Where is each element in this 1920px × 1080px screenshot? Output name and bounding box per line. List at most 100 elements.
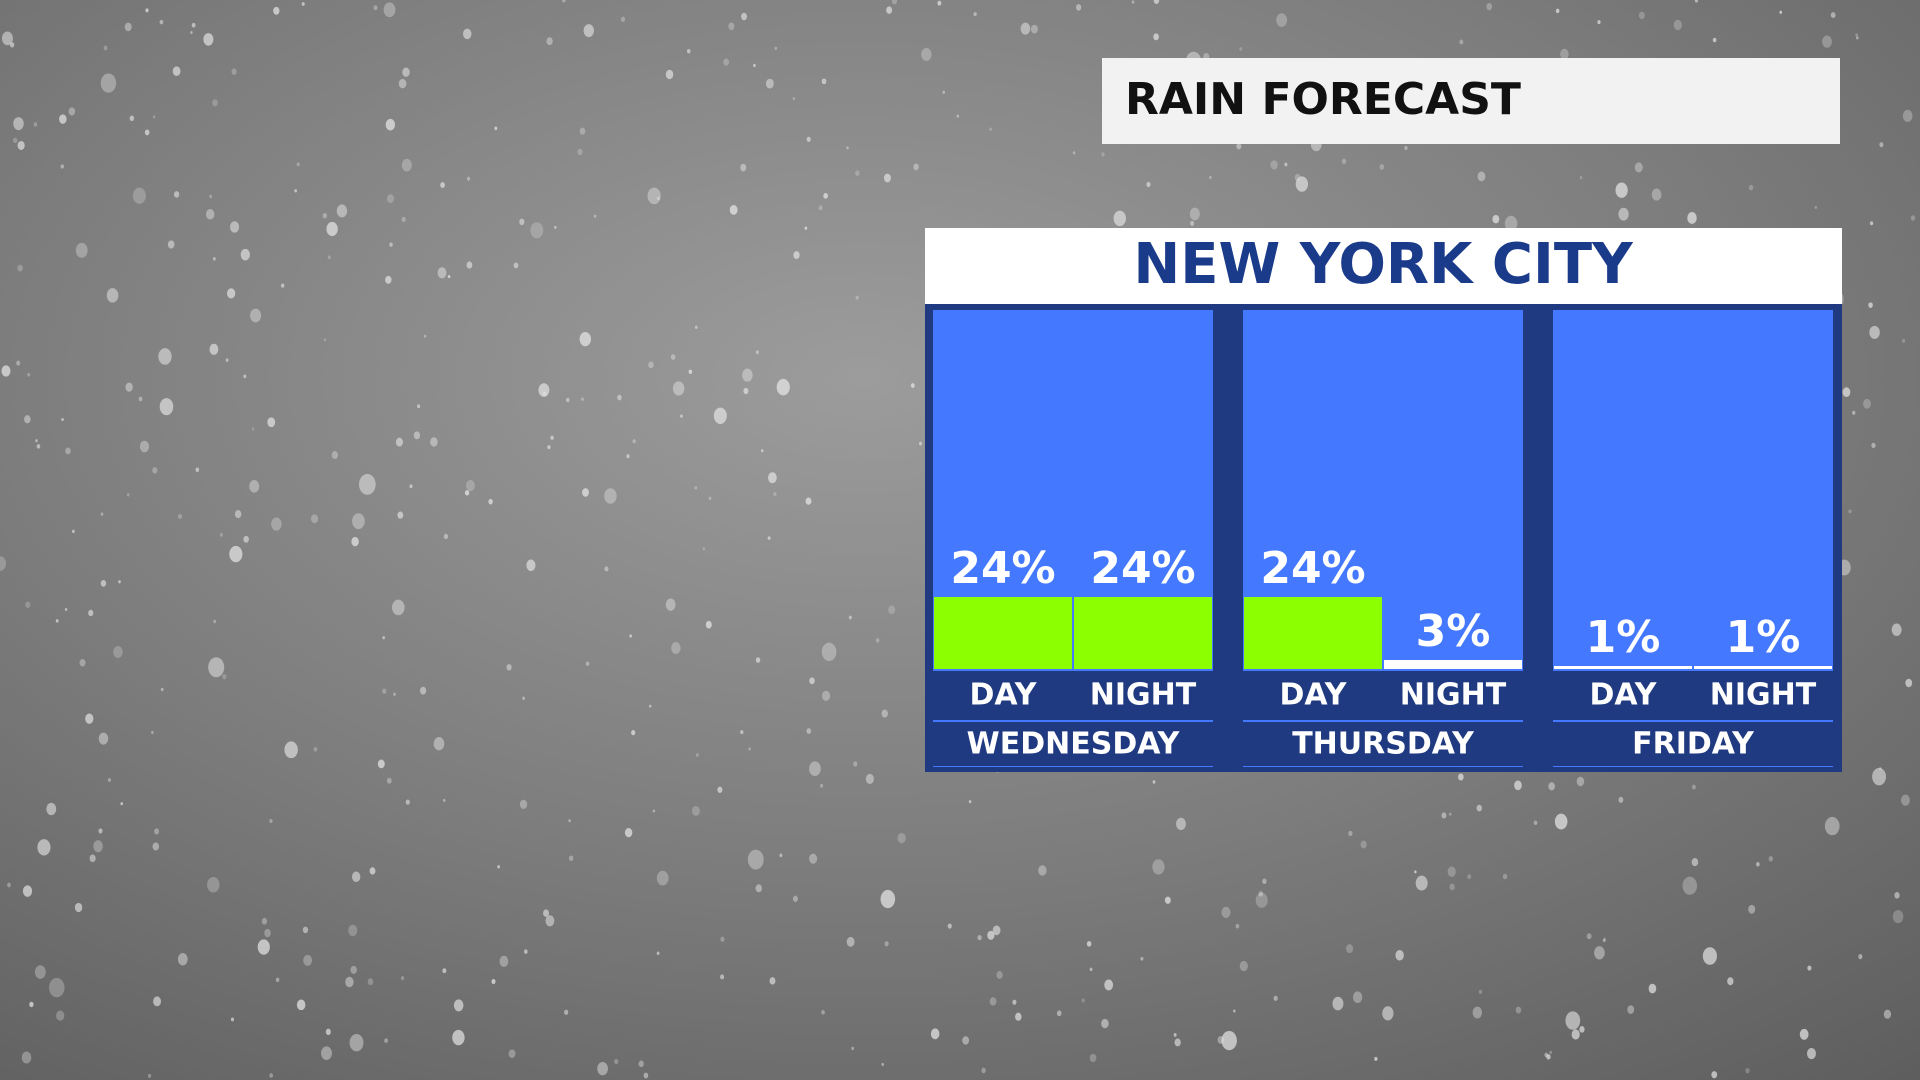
rain-drop [203, 33, 214, 46]
value-label: 24% [1090, 543, 1195, 594]
rain-drop [466, 176, 471, 181]
rain-drop [818, 205, 823, 211]
rain-drop [352, 513, 365, 530]
rain-drop [367, 978, 374, 986]
rain-drop [100, 512, 104, 516]
rain-drop [545, 915, 555, 927]
rain-drop [1348, 830, 1353, 836]
rain-drop [48, 977, 65, 998]
rain-drop [331, 451, 339, 460]
rain-drop [884, 941, 889, 947]
rain-drop [301, 2, 305, 6]
rain-drop [257, 939, 270, 955]
rain-drop [753, 63, 756, 68]
rain-drop [1768, 856, 1773, 862]
rain-drop [296, 999, 306, 1011]
rain-drop [466, 261, 473, 269]
rain-drop [741, 12, 748, 21]
rain-drop [691, 805, 700, 816]
rain-drop [1332, 996, 1344, 1011]
rain-drop [1745, 1067, 1750, 1074]
rain-drop [1615, 182, 1628, 198]
rain-drop [106, 288, 119, 303]
rain-drop [152, 115, 156, 119]
rain-drop [1492, 214, 1500, 224]
period-row [1243, 671, 1523, 720]
rain-drop [138, 396, 143, 402]
rain-drop [1502, 873, 1508, 880]
rain-drop [1879, 142, 1884, 148]
rain-drop [59, 114, 67, 124]
rain-drop [85, 713, 94, 724]
rain-drop [604, 488, 617, 504]
rain-drop [55, 619, 59, 623]
rain-drop [98, 828, 103, 834]
rain-drop [373, 5, 378, 11]
rain-drop [243, 535, 249, 543]
rain-drop [377, 759, 385, 769]
rain-drop [1, 365, 11, 377]
rain-drop [538, 383, 550, 397]
rain-drop [875, 638, 880, 643]
rain-drop [322, 212, 328, 219]
rain-drop [767, 536, 771, 541]
rain-drop [1131, 0, 1135, 4]
rain-drop [35, 439, 38, 443]
rain-drop [524, 949, 528, 954]
rain-drop [177, 513, 182, 519]
rain-drop [1255, 892, 1268, 908]
rain-drop [694, 325, 698, 329]
rain-drop [12, 137, 18, 144]
rain-drop [227, 288, 236, 299]
rain-drop [821, 690, 831, 701]
rain-drop [1072, 151, 1076, 155]
rain-drop [126, 493, 130, 497]
rain-drop [1276, 13, 1288, 27]
rain-drop [1627, 1005, 1635, 1014]
rain-drop [443, 798, 446, 802]
chart-subtitle: NEW YORK CITY [1133, 232, 1634, 297]
rain-drop [921, 47, 932, 61]
rain-drop [1101, 152, 1105, 157]
rain-drop [930, 1028, 940, 1040]
rain-drop [1146, 181, 1151, 188]
group-row [1553, 722, 1833, 766]
rain-drop [631, 730, 636, 736]
rain-drop [1233, 1009, 1236, 1013]
rain-drop [888, 605, 896, 615]
rain-drop [987, 930, 995, 940]
rain-drop [1822, 35, 1832, 48]
rain-drop [1682, 876, 1698, 895]
rain-drop [648, 704, 652, 708]
rain-drop [440, 182, 445, 188]
rain-drop [508, 1049, 516, 1058]
rain-drop [103, 45, 108, 51]
rain-drop [33, 122, 38, 127]
rain-drop [88, 609, 94, 617]
rain-drop [1012, 999, 1017, 1005]
rain-drop [191, 22, 196, 28]
rain-drop [1756, 861, 1760, 867]
rain-drop [392, 599, 405, 616]
rain-drop [154, 828, 160, 835]
rain-drop [65, 447, 71, 455]
rain-drop [29, 1001, 34, 1008]
rain-drop [433, 737, 445, 751]
rain-drop [1467, 874, 1472, 880]
rain-drop [865, 773, 874, 784]
rain-drop [24, 415, 31, 424]
group-row [933, 722, 1213, 766]
rain-drop [793, 251, 800, 259]
rain-drop [230, 1017, 234, 1022]
rain-drop [1056, 1010, 1062, 1017]
rain-drop [173, 191, 180, 198]
rain-drop [60, 164, 64, 169]
rain-drop [207, 876, 220, 893]
value-label: 1% [1586, 612, 1661, 663]
rain-drop [209, 343, 219, 355]
rain-drop [1571, 1029, 1580, 1040]
rain-drop [1341, 158, 1347, 165]
rain-drop [113, 645, 123, 658]
rain-drop [1477, 171, 1486, 182]
